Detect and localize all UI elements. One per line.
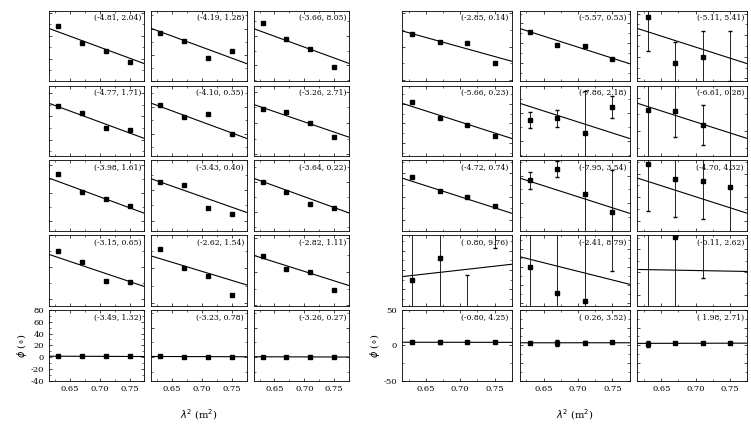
- Text: (-7.86, 2.18): (-7.86, 2.18): [579, 89, 626, 97]
- Text: (-3.49, 1.32): (-3.49, 1.32): [94, 313, 142, 322]
- Text: (-2.82, 1.11): (-2.82, 1.11): [299, 239, 346, 247]
- Text: ( 0.26, 3.52): ( 0.26, 3.52): [579, 313, 626, 322]
- Text: (-4.70, 4.32): (-4.70, 4.32): [696, 164, 744, 172]
- Text: (-5.66, 0.23): (-5.66, 0.23): [461, 89, 508, 97]
- Text: (-4.77, 1.71): (-4.77, 1.71): [94, 89, 142, 97]
- Y-axis label: $\phi$ ($\circ$): $\phi$ ($\circ$): [368, 333, 382, 358]
- Text: (-2.41, 8.79): (-2.41, 8.79): [579, 239, 626, 247]
- Text: (-5.11, 5.41): (-5.11, 5.41): [697, 14, 744, 22]
- Text: (-3.43, 0.40): (-3.43, 0.40): [196, 164, 244, 172]
- X-axis label: $\lambda^2$ (m$^2$): $\lambda^2$ (m$^2$): [180, 407, 218, 422]
- Text: (-0.80, 4.25): (-0.80, 4.25): [461, 313, 508, 322]
- Y-axis label: $\phi$ ($\circ$): $\phi$ ($\circ$): [15, 333, 29, 358]
- Text: (-5.57, 0.53): (-5.57, 0.53): [579, 14, 626, 22]
- Text: (-3.64, 0.22): (-3.64, 0.22): [299, 164, 346, 172]
- Text: (-3.26, 2.71): (-3.26, 2.71): [299, 89, 346, 97]
- Text: (-4.10, 0.35): (-4.10, 0.35): [197, 89, 244, 97]
- Text: (-4.72, 0.74): (-4.72, 0.74): [461, 164, 508, 172]
- Text: (-6.61, 0.28): (-6.61, 0.28): [697, 89, 744, 97]
- Text: ( 1.98, 2.71): ( 1.98, 2.71): [697, 313, 744, 322]
- Text: (-4.81, 2.04): (-4.81, 2.04): [94, 14, 142, 22]
- Text: (-3.15, 0.65): (-3.15, 0.65): [94, 239, 142, 247]
- Text: (-2.62, 1.54): (-2.62, 1.54): [197, 239, 244, 247]
- Text: (-7.95, 3.54): (-7.95, 3.54): [579, 164, 626, 172]
- Text: (-3.66, 8.05): (-3.66, 8.05): [299, 14, 346, 22]
- Text: (-0.11, 2.62): (-0.11, 2.62): [697, 239, 744, 247]
- X-axis label: $\lambda^2$ (m$^2$): $\lambda^2$ (m$^2$): [556, 407, 593, 422]
- Text: (-3.98, 1.61): (-3.98, 1.61): [94, 164, 142, 172]
- Text: (-4.19, 1.28): (-4.19, 1.28): [197, 14, 244, 22]
- Text: ( 0.80, 9.76): ( 0.80, 9.76): [461, 239, 508, 247]
- Text: (-2.85, 0.14): (-2.85, 0.14): [461, 14, 508, 22]
- Text: (-3.26, 0.27): (-3.26, 0.27): [299, 313, 346, 322]
- Text: (-3.23, 0.78): (-3.23, 0.78): [196, 313, 244, 322]
